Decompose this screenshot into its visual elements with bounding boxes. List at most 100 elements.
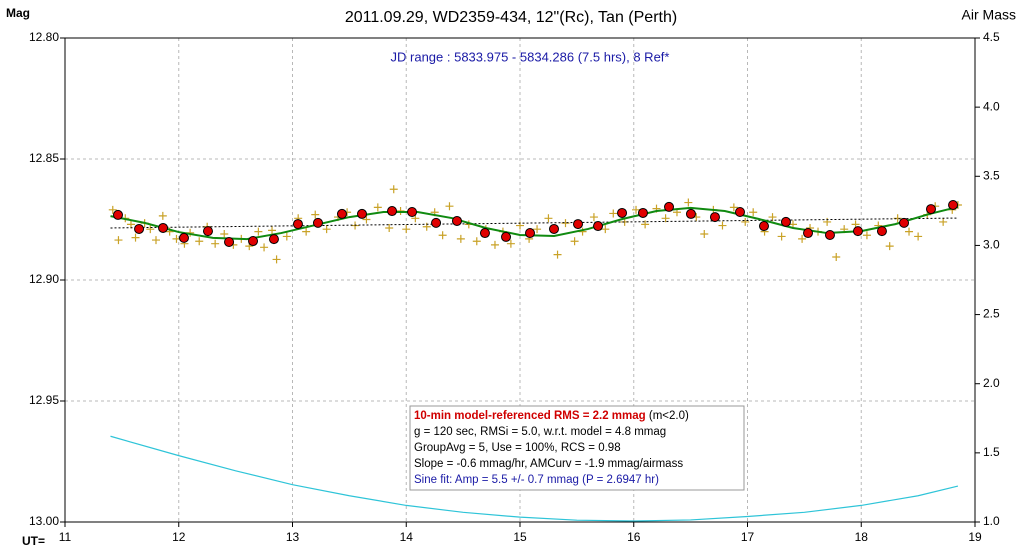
data-point xyxy=(211,239,220,248)
data-point xyxy=(641,220,650,229)
data-point xyxy=(862,231,871,240)
data-point xyxy=(570,237,579,246)
group-average xyxy=(292,219,303,230)
group-average xyxy=(525,228,536,239)
data-point xyxy=(402,225,411,234)
chart-title: 2011.09.29, WD2359-434, 12"(Rc), Tan (Pe… xyxy=(345,9,677,26)
data-point xyxy=(661,214,670,223)
stats-box: 10-min model-referenced RMS = 2.2 mmag (… xyxy=(409,405,745,491)
data-point xyxy=(438,231,447,240)
data-point xyxy=(126,220,135,229)
stats-line: g = 120 sec, RMSi = 5.0, w.r.t. model = … xyxy=(414,426,666,438)
group-average xyxy=(593,221,604,232)
group-average xyxy=(573,219,584,230)
data-point xyxy=(741,217,750,226)
data-point xyxy=(152,236,160,245)
data-point xyxy=(684,198,693,207)
x-tick-label: 14 xyxy=(400,530,414,544)
group-average xyxy=(357,208,368,219)
y-tick-label: 12.95 xyxy=(29,393,59,407)
data-point xyxy=(456,234,465,243)
data-point xyxy=(472,237,481,246)
data-point xyxy=(282,232,291,241)
group-average xyxy=(664,201,675,212)
x-tick-label: 16 xyxy=(627,530,641,544)
group-average xyxy=(925,204,936,215)
group-average xyxy=(248,236,259,247)
group-average xyxy=(948,199,959,210)
data-point xyxy=(311,210,320,219)
group-average xyxy=(202,226,213,237)
data-point xyxy=(158,211,167,220)
data-point xyxy=(832,253,841,262)
stats-box-frame xyxy=(409,405,745,491)
data-point xyxy=(146,225,155,234)
x-tick-label: 19 xyxy=(968,530,982,544)
group-average xyxy=(178,232,189,243)
x-tick-label: 17 xyxy=(741,530,755,544)
group-average xyxy=(899,217,910,228)
y-tick-label: 13.00 xyxy=(29,514,59,528)
data-point xyxy=(533,225,542,234)
data-point xyxy=(632,205,641,214)
x-tick-label: 11 xyxy=(59,530,72,544)
data-point xyxy=(749,208,758,217)
group-average xyxy=(479,228,490,239)
stats-headline-note: (m<2.0) xyxy=(649,410,689,422)
data-point xyxy=(905,227,914,236)
group-average xyxy=(734,206,745,217)
data-point xyxy=(272,255,281,264)
data-point xyxy=(302,227,311,236)
data-point xyxy=(114,236,123,245)
trend-line xyxy=(110,217,958,229)
x-axis-label: UT= xyxy=(22,534,45,548)
group-average xyxy=(685,208,696,219)
group-average xyxy=(637,207,648,218)
group-average xyxy=(803,228,814,239)
data-point xyxy=(718,221,727,230)
group-average xyxy=(758,221,769,232)
group-average xyxy=(709,212,720,223)
group-average xyxy=(158,222,169,233)
group-average xyxy=(407,206,418,217)
data-point xyxy=(798,234,807,243)
data-point xyxy=(322,225,331,234)
group-average xyxy=(451,215,462,226)
y2-tick-label: 3.5 xyxy=(983,168,1000,182)
air-mass-curve xyxy=(110,435,959,522)
y2-tick-label: 2.5 xyxy=(983,307,1000,321)
group-average xyxy=(224,237,235,248)
data-point xyxy=(131,233,140,242)
stats-line: GroupAvg = 5, Use = 100%, RCS = 0.98 xyxy=(414,442,621,454)
stats-line: Slope = -0.6 mmag/hr, AMCurv = -1.9 mmag… xyxy=(414,458,683,470)
x-tick-label: 15 xyxy=(513,530,527,544)
data-point xyxy=(885,242,894,251)
y2-axis-label: Air Mass xyxy=(962,7,1016,23)
stats-headline-text: 10-min model-referenced RMS = 2.2 mmag xyxy=(414,410,646,422)
plot-frame xyxy=(64,37,976,523)
data-point xyxy=(445,202,454,211)
data-point xyxy=(389,185,398,194)
data-point xyxy=(553,250,562,259)
group-average xyxy=(312,217,323,228)
y2-tick-label: 4.0 xyxy=(983,99,1000,113)
data-point xyxy=(220,230,229,239)
data-point xyxy=(254,227,263,236)
y2-tick-label: 1.5 xyxy=(983,445,1000,459)
y-tick-label: 12.80 xyxy=(29,30,59,44)
group-average xyxy=(501,231,512,242)
x-tick-label: 13 xyxy=(286,530,300,544)
y2-tick-label: 4.5 xyxy=(983,30,1000,44)
data-point xyxy=(589,213,598,222)
data-point xyxy=(544,214,553,223)
group-average xyxy=(824,229,835,240)
plot xyxy=(108,185,962,522)
data-point xyxy=(729,203,738,212)
group-average xyxy=(852,226,863,237)
data-point xyxy=(939,217,948,226)
data-point xyxy=(490,240,499,249)
data-point xyxy=(914,232,923,241)
y-axis-label: Mag xyxy=(6,6,30,20)
group-average xyxy=(431,217,442,228)
